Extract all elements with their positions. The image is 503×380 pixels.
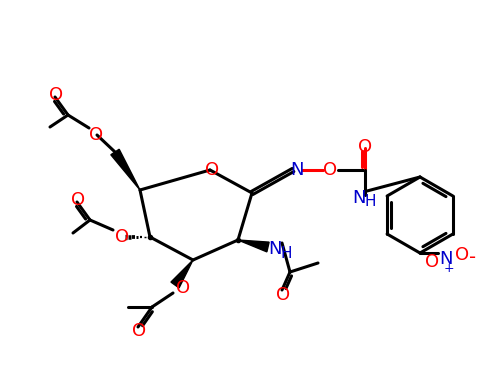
Text: O: O xyxy=(176,279,190,297)
Text: N: N xyxy=(268,240,282,258)
Text: O: O xyxy=(358,138,372,156)
Text: N: N xyxy=(290,161,304,179)
Text: N: N xyxy=(352,189,366,207)
Text: O: O xyxy=(115,228,129,246)
Text: N: N xyxy=(439,250,453,268)
Text: O: O xyxy=(89,126,103,144)
Text: O: O xyxy=(71,191,85,209)
Text: -: - xyxy=(469,247,476,266)
Text: +: + xyxy=(444,263,454,276)
Polygon shape xyxy=(171,260,193,288)
Text: O: O xyxy=(276,286,290,304)
Text: O: O xyxy=(455,246,469,264)
Polygon shape xyxy=(238,240,269,252)
Text: O: O xyxy=(49,86,63,104)
Text: O: O xyxy=(205,161,219,179)
Text: O: O xyxy=(425,253,439,271)
Text: H: H xyxy=(280,245,292,261)
Polygon shape xyxy=(111,149,140,190)
Text: H: H xyxy=(364,193,376,209)
Text: O: O xyxy=(132,322,146,340)
Text: O: O xyxy=(323,161,337,179)
